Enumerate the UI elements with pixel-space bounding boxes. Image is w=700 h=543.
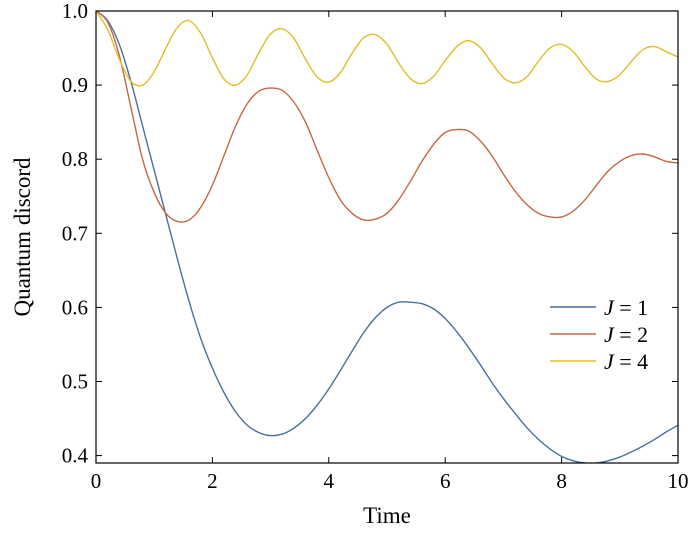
legend-label-2: J = 2 xyxy=(604,322,648,347)
y-tick-label: 0.4 xyxy=(62,444,89,468)
y-tick-label: 1.0 xyxy=(62,0,88,23)
y-axis-label: Quantum discord xyxy=(10,157,35,317)
x-tick-label: 0 xyxy=(91,469,102,493)
y-tick-label: 0.5 xyxy=(62,369,88,393)
y-tick-label: 0.7 xyxy=(62,221,88,245)
legend-label-1: J = 1 xyxy=(604,295,648,320)
legend-label-3: J = 4 xyxy=(604,349,648,374)
x-tick-label: 10 xyxy=(668,469,689,493)
y-tick-label: 0.6 xyxy=(62,295,88,319)
x-tick-label: 6 xyxy=(440,469,451,493)
legend: J = 1J = 2J = 4 xyxy=(550,295,648,374)
axes-box xyxy=(95,10,679,464)
x-tick-label: 4 xyxy=(324,469,335,493)
plot-area xyxy=(96,11,678,463)
x-tick-label: 8 xyxy=(556,469,567,493)
axes: 0 2 4 6 8 10 0.4 0.5 0.6 0.7 0.8 0.9 1.0 Time Quantum … xyxy=(10,0,689,528)
x-tick-label: 2 xyxy=(207,469,218,493)
y-tick-label: 0.8 xyxy=(62,147,88,171)
series-line-3 xyxy=(96,11,678,87)
series-line-1 xyxy=(96,11,678,463)
y-tick-label: 0.9 xyxy=(62,73,88,97)
series-line-2 xyxy=(96,11,678,223)
x-axis-label: Time xyxy=(363,503,411,528)
